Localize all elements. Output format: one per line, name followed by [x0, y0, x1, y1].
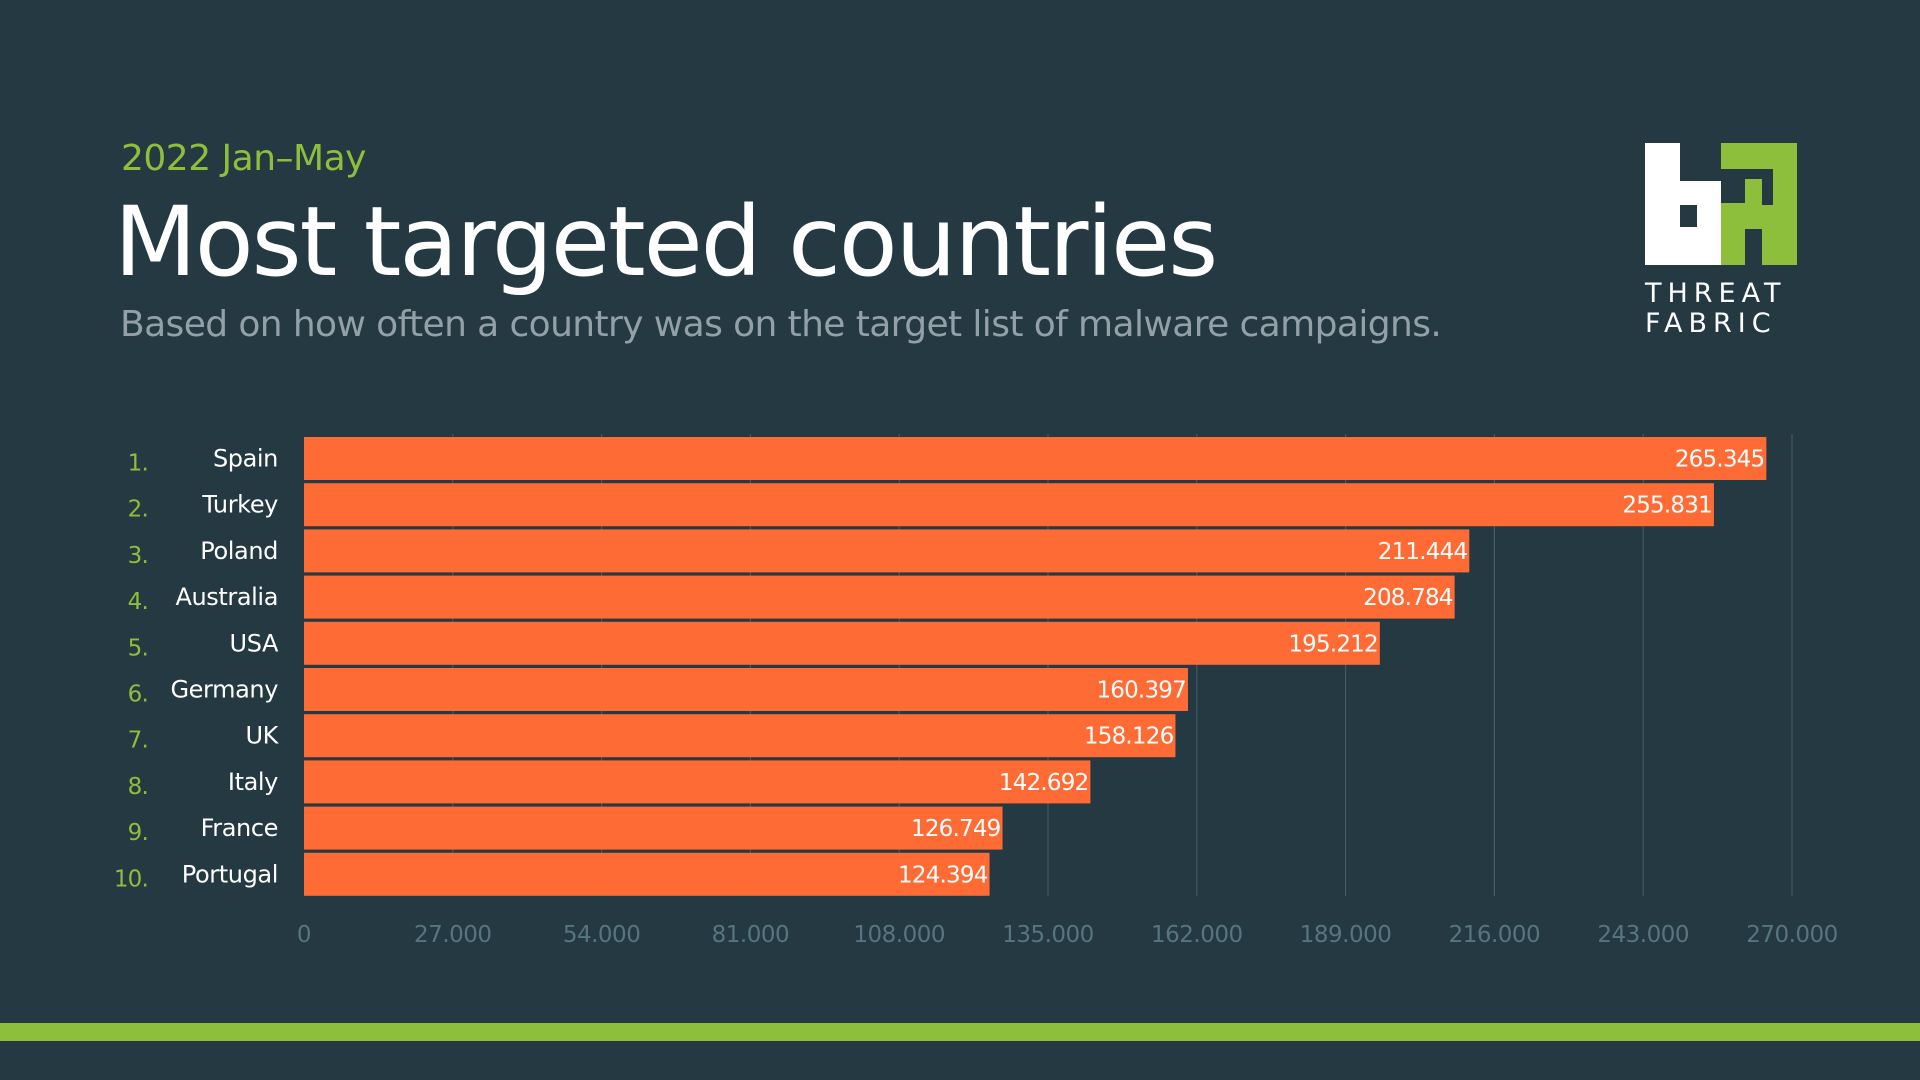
rank-label: 4. — [128, 589, 148, 615]
rank-label: 9. — [128, 820, 148, 846]
bar-value-label: 160.397 — [1096, 678, 1186, 704]
x-tick-label: 216.000 — [1449, 922, 1541, 948]
rank-label: 7. — [128, 728, 148, 754]
bar-value-label: 211.444 — [1378, 539, 1468, 565]
chart-description: Based on how often a country was on the … — [120, 304, 1442, 345]
country-label: Australia — [175, 583, 278, 611]
bar — [304, 760, 1091, 804]
x-tick-label: 270.000 — [1746, 922, 1838, 948]
country-label: Portugal — [182, 860, 278, 888]
country-label: Germany — [170, 676, 278, 704]
x-tick-label: 0 — [297, 922, 311, 948]
bar — [304, 806, 1003, 850]
x-tick-label: 189.000 — [1300, 922, 1392, 948]
bar-value-label: 124.394 — [898, 862, 988, 888]
country-label: UK — [245, 722, 279, 750]
bar — [304, 714, 1176, 758]
bar — [304, 852, 990, 896]
rank-label: 1. — [128, 451, 148, 477]
bar-value-label: 158.126 — [1084, 724, 1174, 750]
threatfabric-logo: THREAT FABRIC — [1645, 143, 1797, 343]
country-label: France — [201, 814, 278, 842]
bar — [304, 483, 1714, 527]
x-tick-label: 54.000 — [563, 922, 640, 948]
footer-accent-band — [0, 1023, 1920, 1041]
bar-value-label: 255.831 — [1622, 493, 1712, 519]
bar-value-label: 195.212 — [1288, 631, 1378, 657]
country-label: USA — [230, 629, 279, 657]
bar — [304, 529, 1470, 573]
page-title: Most targeted countries — [114, 186, 1218, 298]
bar-value-label: 208.784 — [1363, 585, 1453, 611]
country-label: Italy — [228, 768, 278, 796]
logo-mark-icon — [1645, 143, 1797, 265]
bar — [304, 575, 1455, 619]
bar — [304, 437, 1767, 480]
rank-label: 6. — [128, 682, 148, 708]
logo-text-line2: FABRIC — [1645, 308, 1777, 339]
logo-text-line1: THREAT — [1645, 278, 1787, 309]
x-tick-label: 108.000 — [853, 922, 945, 948]
rank-label: 5. — [128, 635, 148, 661]
bar-value-label: 265.345 — [1675, 447, 1765, 473]
country-label: Poland — [200, 537, 278, 565]
bar-value-label: 142.692 — [999, 770, 1089, 796]
rank-label: 3. — [128, 543, 148, 569]
period-label: 2022 Jan–May — [121, 138, 366, 179]
x-tick-label: 162.000 — [1151, 922, 1243, 948]
rank-label: 2. — [128, 497, 148, 523]
bar-value-label: 126.749 — [911, 816, 1001, 842]
x-tick-label: 135.000 — [1002, 922, 1094, 948]
country-label: Spain — [213, 445, 278, 473]
x-tick-label: 27.000 — [414, 922, 491, 948]
x-tick-label: 81.000 — [712, 922, 789, 948]
bar — [304, 668, 1188, 711]
country-label: Turkey — [201, 491, 278, 519]
bar — [304, 621, 1380, 665]
rank-label: 10. — [114, 866, 148, 892]
rank-label: 8. — [128, 774, 148, 800]
x-tick-label: 243.000 — [1597, 922, 1689, 948]
